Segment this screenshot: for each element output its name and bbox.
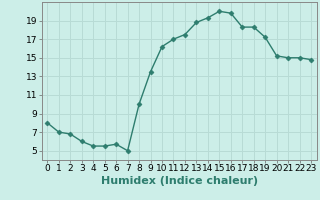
X-axis label: Humidex (Indice chaleur): Humidex (Indice chaleur) xyxy=(100,176,258,186)
